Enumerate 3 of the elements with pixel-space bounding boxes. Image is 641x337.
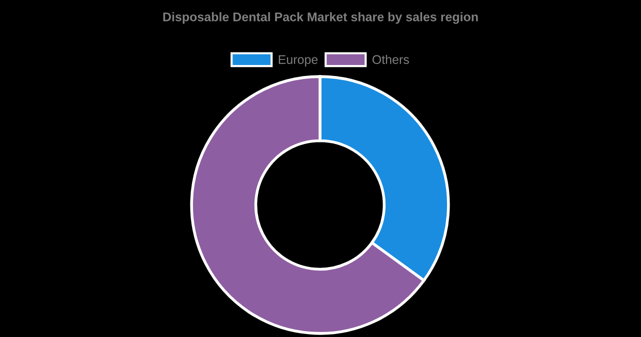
legend-label: Europe [278,55,318,66]
legend-label: Others [372,54,409,64]
chart-title: Disposable Dental Pack Market share by sales region [163,12,478,24]
